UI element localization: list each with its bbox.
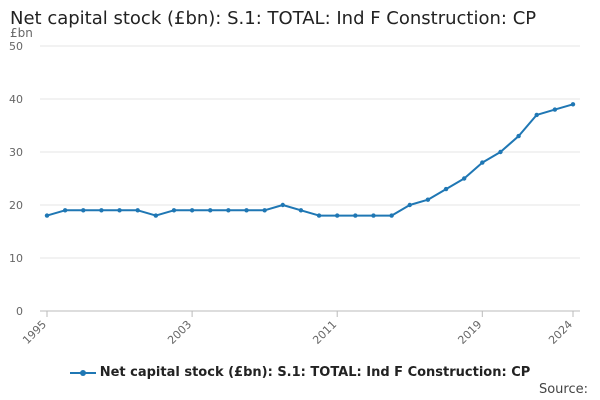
data-point-2013: [371, 213, 376, 218]
y-tick-label-30: 30: [9, 146, 23, 159]
y-tick-label-40: 40: [9, 93, 23, 106]
data-point-1997: [81, 208, 86, 213]
data-point-2022: [534, 112, 539, 118]
legend-dot-marker: [79, 369, 86, 376]
data-point-2023: [552, 107, 558, 112]
series-group: [44, 102, 576, 218]
x-tick-label-2024: 2024: [546, 318, 575, 347]
data-point-1999: [117, 208, 122, 213]
data-point-1996: [62, 208, 68, 213]
data-point-2018: [461, 176, 467, 181]
data-point-2004: [208, 208, 213, 213]
data-point-2016: [425, 197, 431, 202]
data-point-2011: [335, 213, 340, 218]
data-point-2002: [171, 208, 177, 213]
data-point-1995: [44, 213, 50, 218]
data-point-2012: [353, 213, 358, 218]
x-axis-ticks: 1995 2003 2011 2019 2024: [20, 311, 575, 347]
data-point-2019: [480, 160, 485, 165]
gridlines: [40, 45, 580, 312]
data-point-2000: [135, 208, 140, 213]
data-point-2006: [244, 208, 249, 213]
data-point-2008: [280, 202, 285, 208]
data-point-2024: [570, 102, 576, 107]
x-tick-label-2019: 2019: [455, 318, 484, 347]
y-tick-label-10: 10: [9, 252, 23, 265]
data-point-2021: [516, 133, 521, 139]
y-tick-label-20: 20: [9, 199, 23, 212]
y-axis-ticks: 0 10 20 30 40 50: [9, 40, 23, 318]
data-point-2003: [189, 208, 195, 213]
data-point-2005: [226, 208, 231, 213]
series-line: [46, 103, 574, 217]
x-tick-label-2003: 2003: [165, 318, 194, 347]
x-tick-label-2011: 2011: [310, 318, 339, 347]
data-point-2015: [407, 202, 412, 208]
data-point-1998: [99, 208, 104, 213]
data-point-2001: [153, 213, 159, 218]
chart-title: Net capital stock (£bn): S.1: TOTAL: Ind…: [10, 8, 537, 29]
y-tick-label-50: 50: [9, 40, 23, 53]
data-point-2014: [389, 213, 394, 218]
legend-label: Net capital stock (£bn): S.1: TOTAL: Ind…: [99, 365, 531, 380]
legend: Net capital stock (£bn): S.1: TOTAL: Ind…: [0, 365, 600, 380]
legend-swatch: [69, 367, 96, 379]
data-point-2010: [316, 213, 322, 218]
y-axis-unit-label: £bn: [10, 26, 33, 40]
data-point-2007: [262, 208, 267, 213]
source-label: Source:: [538, 382, 588, 397]
data-point-2020: [498, 149, 503, 155]
data-point-2009: [298, 208, 304, 213]
x-tick-label-1995: 1995: [20, 318, 49, 347]
y-tick-label-0: 0: [16, 305, 23, 318]
data-point-2017: [443, 186, 449, 192]
